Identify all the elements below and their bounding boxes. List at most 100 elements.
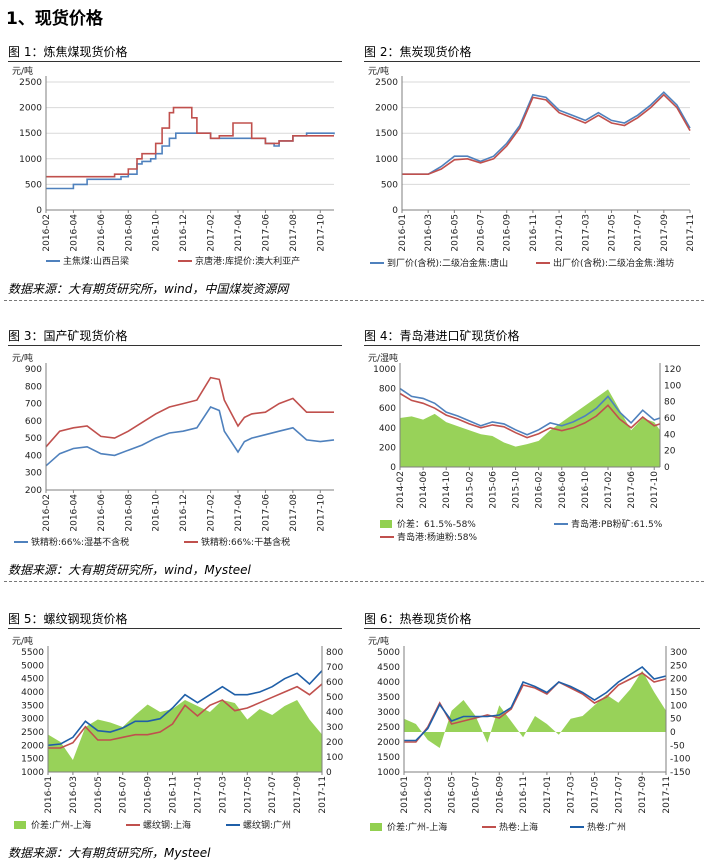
y-tick-label: 2500 [377, 723, 400, 733]
line-series-2 [404, 665, 667, 742]
y2-tick-label: 800 [326, 648, 343, 658]
x-tick-label: 2017-02 [207, 494, 217, 532]
x-tick-label: 2017-01 [543, 776, 553, 814]
x-tick-label: 2016-04 [69, 214, 79, 252]
legend-label: 京唐港:库提价:澳大利亚产 [195, 255, 300, 267]
legend-label: 热卷:上海 [499, 821, 538, 833]
legend-swatch [370, 823, 382, 831]
y-tick-label: 900 [25, 365, 42, 375]
x-tick-label: 2016-01 [44, 776, 54, 814]
figure-3-chart: 元/吨 200 300 400 500 600 700 800 900 2016-02 2016-0… [12, 352, 335, 548]
x-tick-label: 2016-09 [503, 214, 513, 252]
y-tick-label: 800 [379, 385, 396, 395]
x-tick-label: 2015-06 [488, 471, 498, 509]
x-tick-label: 2016-11 [529, 214, 539, 252]
x-tick-label: 2017-07 [614, 776, 624, 814]
y2-tick-label: 400 [326, 708, 343, 718]
x-tick-label: 2016-02 [42, 214, 52, 252]
y-tick-label: 800 [25, 382, 42, 392]
x-tick-label: 2016-07 [477, 214, 487, 252]
line-series-0 [402, 91, 691, 175]
y-tick-label: 2500 [375, 78, 398, 88]
legend-label: 青岛港:杨迪粉:58% [397, 531, 478, 543]
legend-label: 价差:广州-上海 [31, 819, 91, 831]
x-tick-label: 2016-06 [558, 471, 568, 509]
y-tick-label: 1500 [377, 753, 400, 763]
y-tick-label: 1000 [373, 365, 396, 375]
legend-label: 青岛港:PB粉矿:61.5% [571, 518, 663, 530]
x-tick-label: 2017-07 [268, 776, 278, 814]
y-tick-label: 1500 [375, 129, 398, 139]
legend-label: 主焦煤:山西吕梁 [63, 255, 129, 267]
x-tick-label: 2017-08 [289, 494, 299, 532]
source-note-1: 数据来源：大有期货研究所，wind，中国煤炭资源网 [8, 282, 289, 296]
x-tick-label: 2017-03 [218, 776, 228, 814]
x-tick-label: 2014-10 [442, 471, 452, 509]
y-tick-label: 0 [392, 206, 398, 216]
figure-1-title: 图 1：炼焦煤现货价格 [8, 44, 342, 62]
y-tick-label: 400 [25, 451, 42, 461]
y-tick-label: 4000 [377, 678, 400, 688]
x-tick-label: 2016-03 [69, 776, 79, 814]
x-tick-label: 2016-11 [169, 776, 179, 814]
y-tick-label: 4500 [21, 675, 44, 685]
x-tick-label: 2014-06 [419, 471, 429, 509]
x-tick-label: 2017-01 [193, 776, 203, 814]
y-tick-label: 0 [390, 463, 396, 473]
y2-tick-label: 500 [326, 693, 343, 703]
x-tick-label: 2016-03 [424, 214, 434, 252]
section-heading: 1、现货价格 [6, 9, 103, 29]
x-tick-label: 2016-02 [535, 471, 545, 509]
legend-label: 铁精粉:66%:干基含税 [201, 536, 290, 548]
line-series-1 [48, 683, 323, 749]
y-tick-label: 2000 [375, 104, 398, 114]
y2-tick-label: 700 [326, 663, 343, 673]
x-tick-label: 2016-01 [398, 214, 408, 252]
x-tick-label: 2016-12 [179, 214, 189, 252]
x-tick-label: 2017-10 [316, 494, 326, 532]
x-tick-label: 2014-02 [396, 471, 406, 509]
y-tick-label: 200 [379, 443, 396, 453]
x-tick-label: 2017-09 [638, 776, 648, 814]
y-tick-label: 2000 [377, 738, 400, 748]
x-tick-label: 2016-08 [124, 214, 134, 252]
y-tick-label: 1000 [375, 155, 398, 165]
figure-2-title: 图 2：焦炭现货价格 [364, 44, 700, 62]
y-axis-unit: 元/吨 [368, 635, 389, 647]
y2-tick-label: 200 [326, 738, 343, 748]
x-tick-label: 2017-09 [293, 776, 303, 814]
x-tick-label: 2017-04 [234, 494, 244, 532]
x-tick-label: 2016-08 [124, 494, 134, 532]
x-tick-label: 2016-05 [450, 214, 460, 252]
y2-tick-label: 300 [670, 648, 687, 658]
separator-2 [4, 581, 704, 582]
x-tick-label: 2016-04 [69, 494, 79, 532]
y2-tick-label: 0 [664, 463, 670, 473]
legend-swatch [380, 520, 392, 528]
y-tick-label: 500 [25, 434, 42, 444]
x-tick-label: 2016-03 [424, 776, 434, 814]
x-tick-label: 2016-06 [97, 494, 107, 532]
y-tick-label: 3000 [21, 715, 44, 725]
y-tick-label: 600 [25, 417, 42, 427]
x-tick-label: 2017-06 [627, 471, 637, 509]
x-tick-label: 2017-06 [261, 214, 271, 252]
y2-tick-label: 0 [326, 768, 332, 778]
figure-6-chart: 元/吨100015002000250030003500400045005000-… [368, 635, 691, 833]
figure-3-title: 图 3：国产矿现货价格 [8, 328, 342, 346]
y2-tick-label: 100 [670, 701, 687, 711]
figure-2-chart: 元/吨 0 500 1000 1500 2000 2500 2016-01 2016-03 201… [368, 65, 696, 269]
legend-label: 到厂价(含税):二级冶金焦:唐山 [387, 257, 508, 269]
y2-tick-label: 80 [664, 398, 676, 408]
x-tick-label: 2016-05 [448, 776, 458, 814]
x-tick-label: 2017-10 [316, 214, 326, 252]
y-tick-label: 3000 [377, 708, 400, 718]
line-series-2 [47, 670, 323, 747]
x-tick-label: 2016-05 [94, 776, 104, 814]
y2-tick-label: 150 [670, 688, 687, 698]
y-tick-label: 600 [379, 404, 396, 414]
x-tick-label: 2016-11 [519, 776, 529, 814]
figure-4-title: 图 4：青岛港进口矿现货价格 [364, 328, 700, 346]
y2-tick-label: 600 [326, 678, 343, 688]
y-tick-label: 5000 [377, 648, 400, 658]
